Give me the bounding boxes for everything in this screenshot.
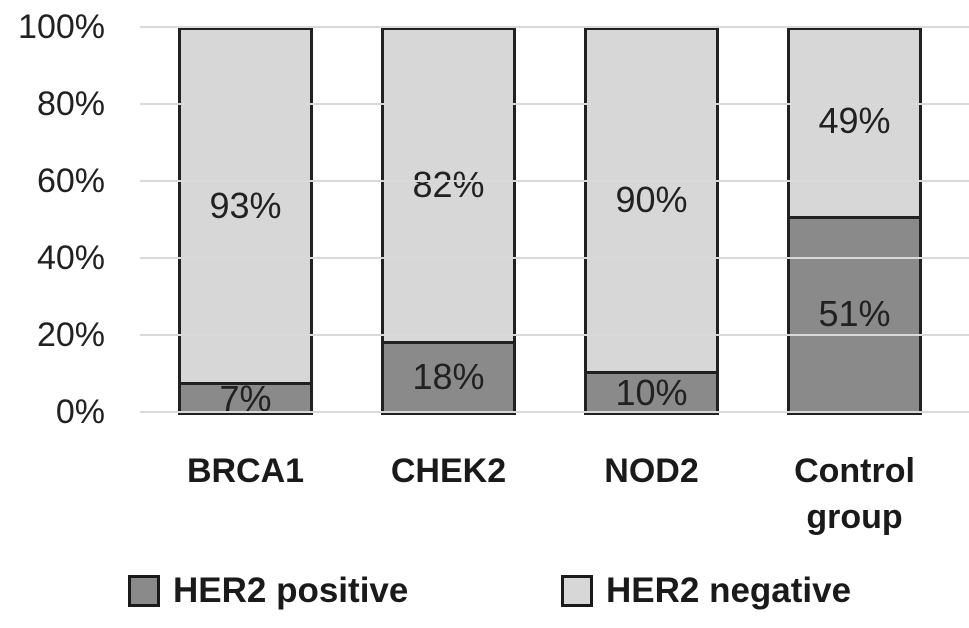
y-tick-label-80: 80% [36, 85, 105, 123]
gridline-40 [140, 257, 969, 259]
data-label-her2-negative-control-group: 49% [818, 100, 891, 142]
y-tick-label-60: 60% [36, 162, 105, 200]
legend-swatch-her2-negative [561, 575, 593, 607]
gridline-100 [140, 26, 969, 28]
segment-her2-negative-control-group [790, 30, 919, 216]
bar-chek2 [381, 27, 516, 415]
segment-her2-positive-chek2 [384, 340, 513, 412]
category-label-control-group: Control group [794, 452, 915, 536]
gridline-0 [140, 411, 969, 413]
gridline-60 [140, 180, 969, 182]
data-label-her2-positive-nod2: 10% [615, 371, 688, 413]
data-label-her2-positive-brca1: 7% [219, 377, 272, 419]
bar-brca1 [178, 27, 313, 415]
y-tick-label-20: 20% [36, 316, 105, 354]
segment-her2-negative-nod2 [587, 30, 716, 372]
category-label-chek2: CHEK2 [390, 452, 507, 490]
segment-her2-negative-brca1 [181, 30, 310, 383]
segment-her2-positive-brca1 [181, 382, 310, 412]
legend-label-her2-positive: HER2 positive [173, 571, 409, 610]
segment-her2-negative-chek2 [384, 30, 513, 341]
data-label-her2-positive-control-group: 51% [818, 292, 891, 334]
legend-swatch-her2-positive [128, 575, 160, 607]
gridline-20 [140, 334, 969, 336]
data-label-her2-positive-chek2: 18% [412, 356, 485, 398]
data-label-her2-negative-chek2: 82% [412, 163, 485, 205]
y-tick-label-40: 40% [36, 239, 105, 277]
bar-nod2 [584, 27, 719, 415]
gridline-80 [140, 103, 969, 105]
category-label-brca1: BRCA1 [186, 452, 305, 490]
bar-control-group [787, 27, 922, 415]
segment-her2-positive-nod2 [587, 371, 716, 412]
segment-her2-positive-control-group [790, 215, 919, 412]
y-tick-label-0: 0% [55, 393, 105, 431]
data-label-her2-negative-nod2: 90% [615, 179, 688, 221]
legend-entry-her2-negative: HER2 negative [561, 573, 851, 609]
legend-label-her2-negative: HER2 negative [606, 571, 852, 610]
legend-entry-her2-positive: HER2 positive [128, 573, 408, 609]
y-tick-label-100: 100% [18, 8, 105, 46]
category-label-nod2: NOD2 [604, 452, 699, 490]
data-label-her2-negative-brca1: 93% [209, 185, 282, 227]
